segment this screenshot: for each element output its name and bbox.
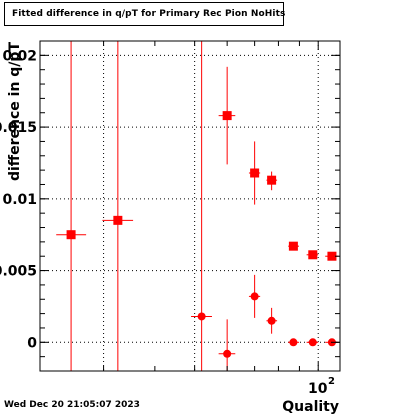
square-marker (267, 175, 277, 185)
circle-marker (250, 292, 259, 301)
square-marker (327, 251, 337, 261)
chart-title-box: Fitted difference in q/pT for Primary Re… (4, 2, 286, 26)
y-tick-label: 0.02 (2, 48, 37, 64)
x-axis-title: Quality (282, 399, 339, 414)
circle-marker (308, 338, 317, 347)
axis-ticks (40, 40, 340, 372)
circle-marker (289, 338, 298, 347)
y-tick-label: 0.01 (2, 192, 37, 208)
square-marker (222, 111, 232, 121)
y-tick-label: 0 (27, 335, 37, 351)
square-marker (250, 168, 260, 178)
y-tick-label: 0.015 (0, 120, 37, 136)
datestamp: Wed Dec 20 21:05:07 2023 (4, 400, 140, 410)
x-tick-exponent: 2 (328, 376, 335, 387)
circle-marker (267, 316, 276, 325)
y-axis-title: difference in q/pT (7, 42, 23, 181)
plot-frame (39, 40, 341, 372)
data-markers (56, 41, 339, 371)
x-tick-label: 10 (308, 381, 328, 397)
square-marker (66, 230, 76, 240)
y-tick-label: 0.005 (0, 264, 37, 280)
square-marker (113, 215, 123, 225)
axis-labels: 0 0.005 0.01 0.015 0.02 (0, 48, 37, 351)
circle-marker (223, 349, 232, 358)
chart-title: Fitted difference in q/pT for Primary Re… (12, 9, 286, 19)
grid (40, 41, 340, 371)
square-marker (288, 241, 298, 251)
circle-marker (197, 312, 206, 321)
square-marker (308, 250, 318, 260)
